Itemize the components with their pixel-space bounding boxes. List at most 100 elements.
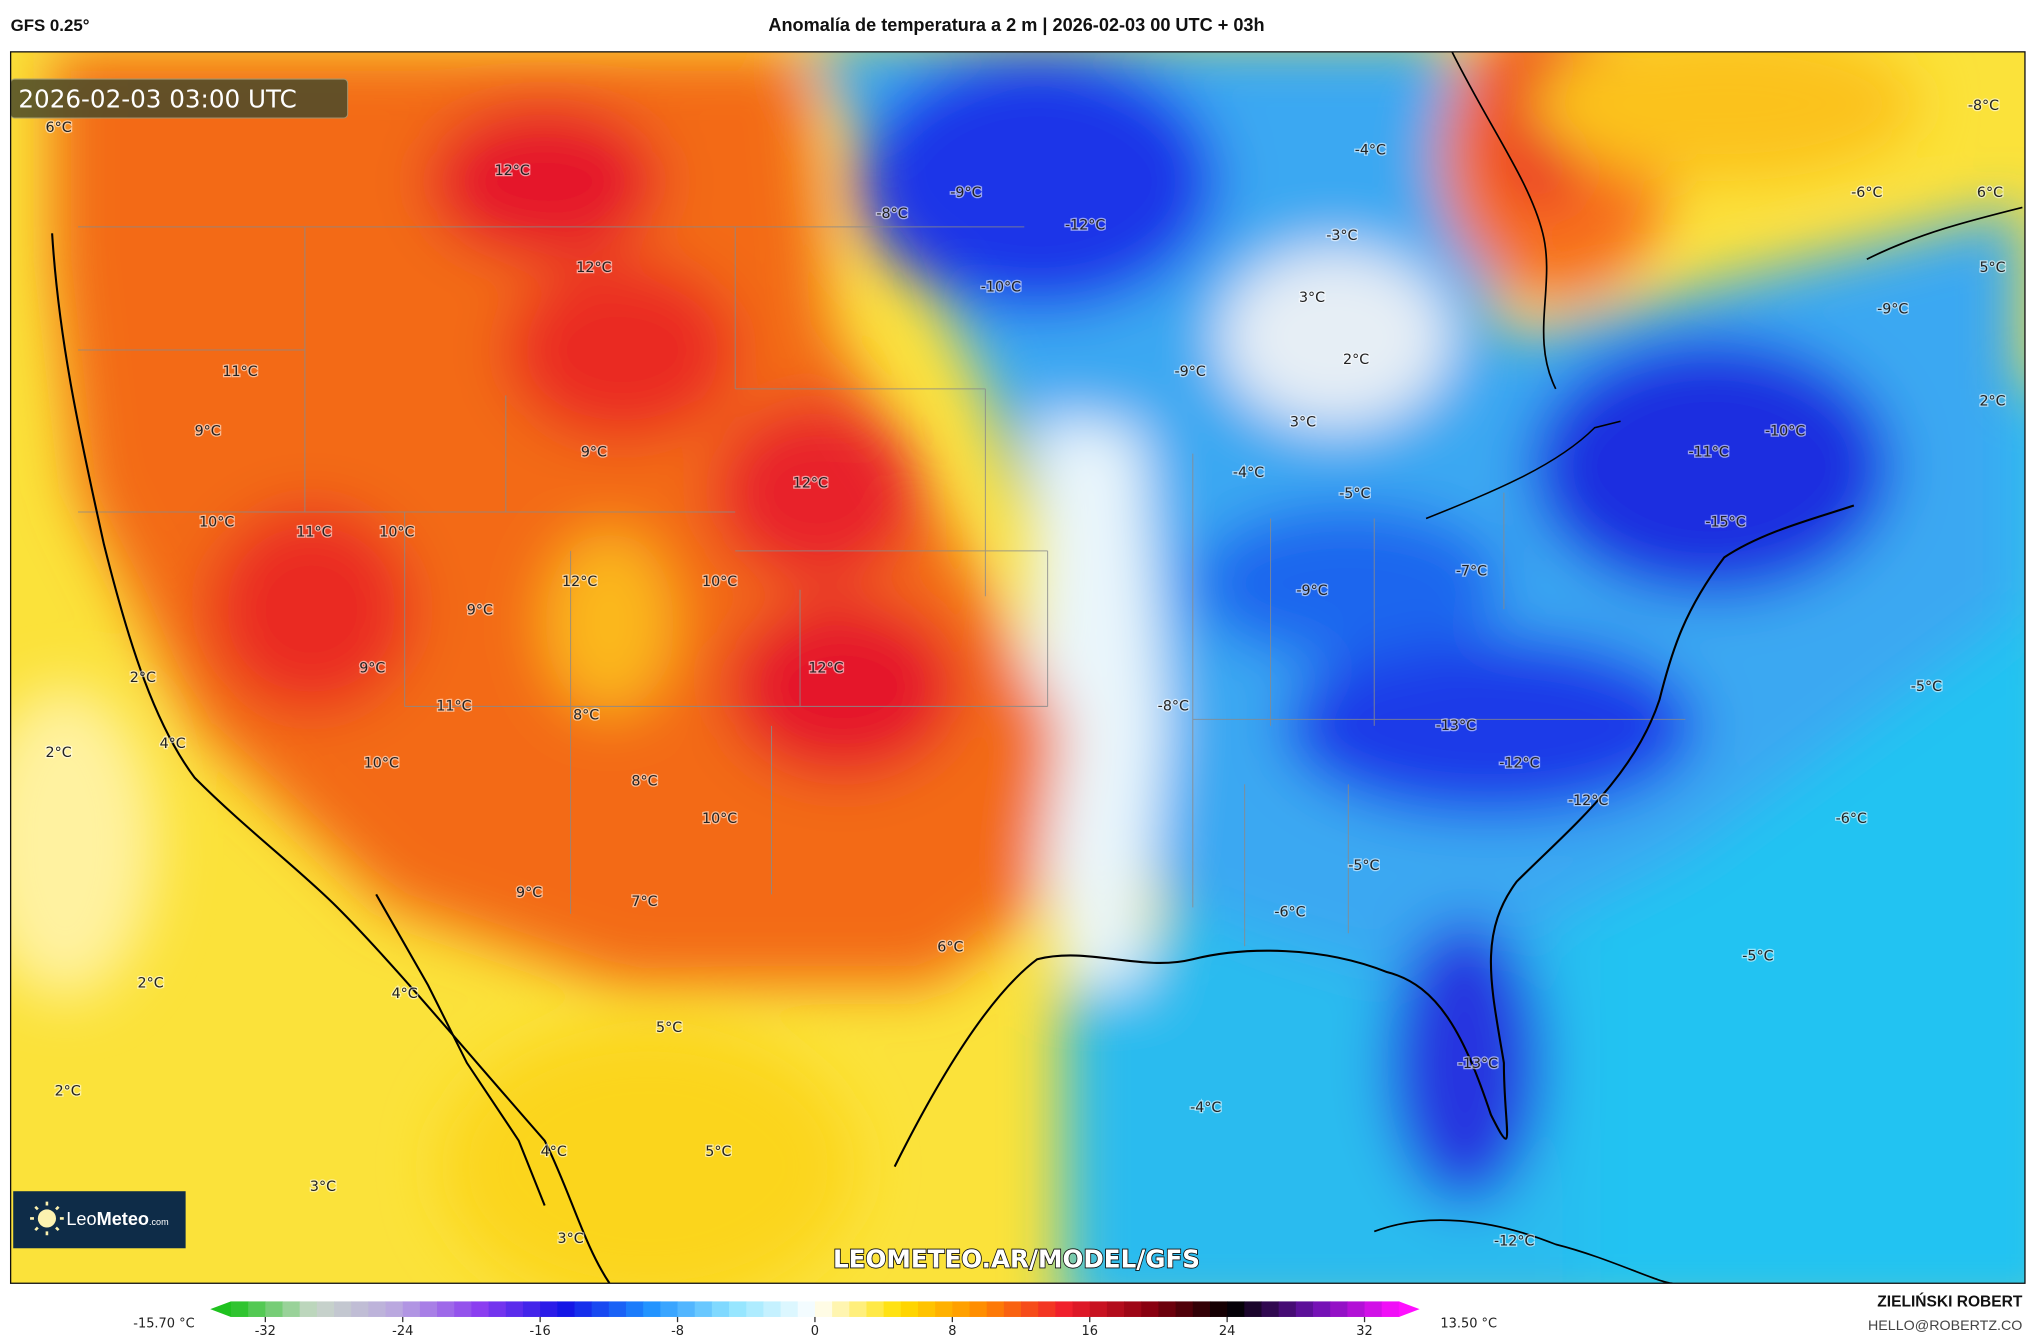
colorbar-cell bbox=[522, 1301, 541, 1317]
colorbar-cell bbox=[1021, 1301, 1039, 1317]
colorbar-tick-label: 0 bbox=[811, 1324, 819, 1339]
colorbar-cell bbox=[1003, 1301, 1022, 1317]
colorbar-cell bbox=[643, 1301, 661, 1317]
coastlines bbox=[51, 51, 2023, 1284]
sun-icon bbox=[30, 1201, 64, 1236]
temperature-label: 2°C bbox=[130, 670, 156, 686]
colorbar-cell bbox=[282, 1301, 301, 1317]
colorbar-max-label: 13.50 °C bbox=[1440, 1316, 1497, 1331]
colorbar-cell bbox=[832, 1301, 850, 1317]
map-area: 6°C 12°C 12°C -8°C -9°C -12°C -10°C -4°C -3°C 3°C… bbox=[10, 51, 2025, 1284]
temperature-label: -6°C bbox=[1274, 904, 1305, 920]
colorbar-tick-label: -16 bbox=[530, 1324, 551, 1339]
temperature-label: -9°C bbox=[1296, 583, 1327, 599]
field-deep-blue-northeast bbox=[1529, 337, 1893, 597]
temperature-label: -12°C bbox=[1065, 217, 1105, 233]
field-lakes-white bbox=[1218, 246, 1453, 428]
author-credit: ZIELIŃSKI ROBERT bbox=[1877, 1294, 2023, 1311]
colorbar-cell bbox=[711, 1301, 730, 1317]
svg-text:LeoMeteo.com: LeoMeteo.com bbox=[66, 1209, 168, 1229]
colorbar-cell bbox=[1261, 1301, 1280, 1317]
temperature-label: 2°C bbox=[46, 745, 72, 761]
colorbar-cell bbox=[883, 1301, 902, 1317]
temperature-label: -12°C bbox=[1494, 1234, 1534, 1250]
colorbar-cell bbox=[1158, 1301, 1177, 1317]
state-borders bbox=[78, 226, 1686, 947]
colorbar-cell bbox=[1055, 1301, 1074, 1317]
temperature-label: 9°C bbox=[195, 424, 221, 440]
temperature-label: 9°C bbox=[581, 444, 607, 460]
colorbar-cell bbox=[1106, 1301, 1125, 1317]
author-email: HELLO@ROBERTZ.CO bbox=[1868, 1318, 2022, 1334]
watermark: LEOMETEO.AR/MODEL/GFS bbox=[833, 1245, 1200, 1274]
colorbar-cell bbox=[608, 1301, 627, 1317]
temperature-label: 2°C bbox=[55, 1083, 81, 1099]
colorbar-cell bbox=[814, 1301, 833, 1317]
temperature-label: 3°C bbox=[1290, 414, 1316, 430]
temperature-label: -9°C bbox=[1175, 364, 1206, 380]
colorbar-cell bbox=[986, 1301, 1005, 1317]
temperature-label: 5°C bbox=[1979, 260, 2005, 276]
temperature-label: 2°C bbox=[1979, 394, 2005, 410]
temperature-label: 3°C bbox=[1299, 290, 1325, 306]
colorbar-cell bbox=[729, 1301, 747, 1317]
colorbar-cell bbox=[334, 1301, 352, 1317]
logo-suffix: .com bbox=[149, 1217, 169, 1227]
colorbar-cell bbox=[1330, 1301, 1348, 1317]
colorbar-cell bbox=[866, 1301, 885, 1317]
colorbar-cell bbox=[471, 1301, 490, 1317]
temperature-label: 12°C bbox=[562, 574, 597, 590]
colorbar-cell bbox=[1038, 1301, 1056, 1317]
model-name: GFS 0.25° bbox=[11, 16, 90, 35]
colorbar-cell bbox=[1072, 1301, 1091, 1317]
colorbar-left-arrow bbox=[210, 1301, 231, 1317]
temperature-label: 3°C bbox=[558, 1231, 584, 1247]
colorbar-cell bbox=[591, 1301, 610, 1317]
temperature-label: -12°C bbox=[1568, 793, 1608, 809]
colorbar-cell bbox=[454, 1301, 472, 1317]
colorbar-cell bbox=[763, 1301, 782, 1317]
colorbar-cell bbox=[797, 1301, 816, 1317]
valid-time: 2026-02-03 03:00 UTC bbox=[18, 85, 296, 114]
colorbar-cell bbox=[299, 1301, 318, 1317]
field-warm-core-1 bbox=[428, 103, 662, 260]
temperature-label: 3°C bbox=[310, 1179, 336, 1195]
field-blue-ohio bbox=[1192, 505, 1504, 662]
colorbar-min-label: -15.70 °C bbox=[133, 1316, 194, 1331]
temperature-label: 11°C bbox=[296, 525, 331, 541]
temperature-label: -10°C bbox=[1765, 424, 1805, 440]
temperature-label: 8°C bbox=[631, 774, 657, 790]
temperature-label: 12°C bbox=[576, 260, 611, 276]
temperature-label: 6°C bbox=[937, 939, 963, 955]
field-warm-core-4 bbox=[726, 596, 960, 778]
field-pacific-pale bbox=[10, 687, 156, 999]
temperature-label: 9°C bbox=[359, 661, 385, 677]
field-rockies-pale bbox=[544, 531, 675, 713]
colorbar-cell bbox=[540, 1301, 558, 1317]
temperature-label: 2°C bbox=[138, 976, 164, 992]
field-warm-core-3 bbox=[713, 401, 921, 584]
temperature-label: 6°C bbox=[1977, 185, 2003, 201]
colorbar-cell bbox=[1364, 1301, 1383, 1317]
temperature-label: 9°C bbox=[467, 602, 493, 618]
temperature-label: -8°C bbox=[1968, 98, 1999, 114]
temperature-label: -15°C bbox=[1705, 514, 1745, 530]
temperature-label: -4°C bbox=[1233, 465, 1264, 481]
logo-prefix: Leo bbox=[66, 1209, 96, 1229]
logo-brand: Meteo bbox=[97, 1209, 149, 1229]
colorbar-cell bbox=[574, 1301, 593, 1317]
temperature-label: -5°C bbox=[1911, 679, 1942, 695]
field-mexico-yellow bbox=[441, 1024, 856, 1284]
temperature-label: 11°C bbox=[222, 364, 257, 380]
temperature-label: 10°C bbox=[379, 525, 414, 541]
temperature-label: 10°C bbox=[364, 755, 399, 771]
field-warm-north bbox=[1529, 51, 1919, 182]
colorbar-cell bbox=[694, 1301, 713, 1317]
colorbar-cell bbox=[1278, 1301, 1297, 1317]
temperature-label: 9°C bbox=[516, 885, 542, 901]
colorbar-cell bbox=[1209, 1301, 1228, 1317]
colorbar-cell bbox=[1089, 1301, 1108, 1317]
colorbar-cell bbox=[385, 1301, 404, 1317]
colorbar-cell bbox=[1381, 1301, 1400, 1317]
temperature-label: 12°C bbox=[808, 661, 843, 677]
